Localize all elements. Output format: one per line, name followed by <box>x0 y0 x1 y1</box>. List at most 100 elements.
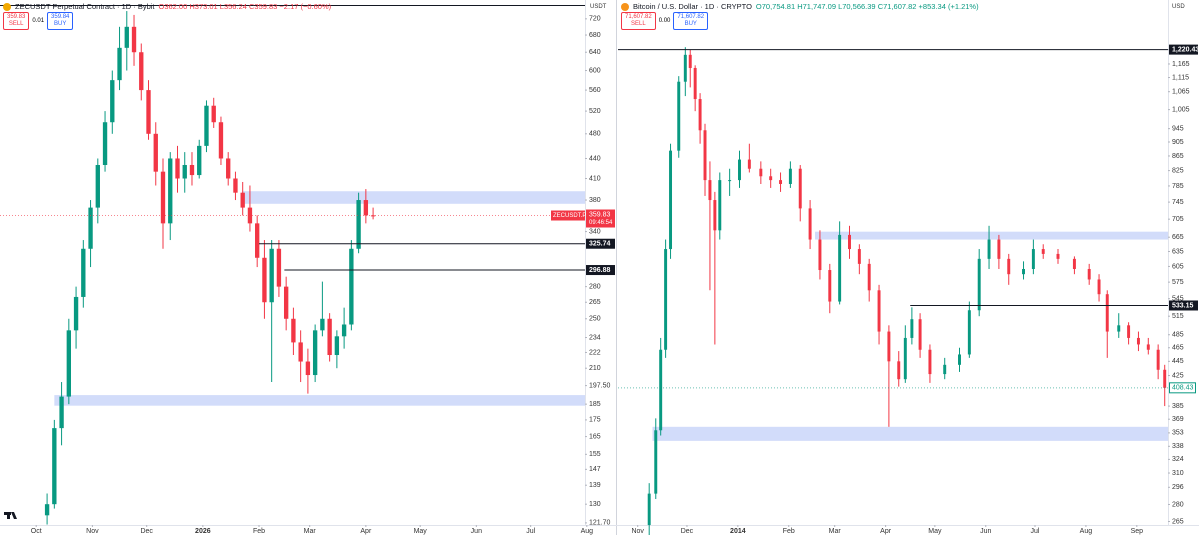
candle-body <box>312 330 318 376</box>
y-tick-label: 175 <box>589 417 601 424</box>
candle-body <box>59 396 64 429</box>
candle-body <box>788 168 792 184</box>
candle-body <box>1117 325 1121 332</box>
y-tick-label: 324 <box>1172 456 1184 463</box>
candle-body <box>269 248 274 303</box>
x-tick-label: 2014 <box>730 528 746 535</box>
candle-body <box>848 234 851 250</box>
candle-body <box>197 145 202 176</box>
candle-body <box>363 200 369 216</box>
y-tick-label: 635 <box>1172 248 1184 255</box>
candle-body <box>977 258 981 311</box>
candle-body <box>958 354 961 365</box>
y-tick-label: 280 <box>589 283 601 290</box>
symbol-icon <box>3 2 11 11</box>
candle-body <box>139 52 144 91</box>
x-tick-label: May <box>414 528 428 535</box>
y-tick-label: 785 <box>1172 183 1184 190</box>
candle-body <box>1031 249 1035 269</box>
countdown: 09:46:54 <box>589 220 613 226</box>
y-tick-label: 905 <box>1172 139 1184 146</box>
candle-body <box>226 158 231 179</box>
y-tick-label: 185 <box>589 401 601 408</box>
x-tick-label: Oct <box>31 528 42 535</box>
x-tick-label: Dec <box>140 528 153 535</box>
y-tick-label: 369 <box>1172 416 1184 423</box>
candle-body <box>1097 279 1101 295</box>
trade-boxes: 71,607.82 SELL 0.00 71,607.82 BUY <box>621 12 709 30</box>
x-tick-label: Apr <box>880 528 892 535</box>
y-tick-label: 265 <box>1172 518 1184 525</box>
candle-body <box>688 54 692 68</box>
symbol-title: Bitcoin / U.S. Dollar · 1D · CRYPTO <box>633 2 752 11</box>
candle-body <box>95 164 100 208</box>
candle-body <box>838 234 842 302</box>
candle-body <box>204 105 209 146</box>
y-tick-label: 545 <box>1172 296 1184 303</box>
y-tick-label: 130 <box>589 501 601 508</box>
candle-body <box>117 47 122 81</box>
zone <box>652 426 1168 441</box>
symbol-tag <box>551 210 585 221</box>
level-label-box <box>1169 300 1198 311</box>
candle-body <box>693 67 697 100</box>
candle-body <box>708 180 712 201</box>
y-tick-label: 520 <box>589 108 601 115</box>
zone <box>54 395 586 406</box>
sell-button[interactable]: 71,607.82 SELL <box>621 12 656 30</box>
candle-body <box>88 207 93 249</box>
candle-body <box>211 105 216 123</box>
y-tick-label: 745 <box>1172 199 1184 206</box>
candle-body <box>857 249 861 264</box>
level-label-box <box>1169 44 1198 55</box>
candle-body <box>1087 268 1091 280</box>
y-tick-label: 945 <box>1172 125 1184 132</box>
y-tick-label: 222 <box>589 349 601 356</box>
y-tick-label: 296 <box>1172 484 1184 491</box>
y-tick-label: 720 <box>589 16 601 23</box>
candle-body <box>168 158 173 224</box>
sell-button[interactable]: 359.83 SELL <box>3 12 30 30</box>
candle-body <box>647 493 651 525</box>
candle-body <box>255 223 260 258</box>
candle-body <box>1146 344 1150 350</box>
sell-label: SELL <box>8 21 24 27</box>
level-label-box <box>586 238 615 249</box>
y-tick-label: 465 <box>1172 345 1184 352</box>
candle-body <box>320 318 325 331</box>
y-tick-label: 440 <box>589 155 601 162</box>
x-tick-label: May <box>928 528 942 535</box>
x-tick-label: Jun <box>980 528 991 535</box>
y-tick-label: 665 <box>1172 234 1184 241</box>
candle-body <box>131 26 137 53</box>
y-tick-label: 147 <box>589 466 601 473</box>
candle-body <box>110 80 115 123</box>
x-tick-label: Aug <box>581 528 594 535</box>
y-tick-label: 385 <box>1172 403 1184 410</box>
sell-price: 359.83 <box>7 14 26 20</box>
candle-body <box>897 361 901 380</box>
candle-body <box>798 168 802 209</box>
candle-body <box>52 428 57 505</box>
x-tick-label: Jul <box>526 528 535 535</box>
y-tick-label: 425 <box>1172 372 1184 379</box>
y-tick-label: 1,115 <box>1172 74 1189 81</box>
candle-body <box>218 122 224 159</box>
x-tick-label: Mar <box>304 528 317 535</box>
x-tick-label: Nov <box>631 528 644 535</box>
candle-body <box>44 504 50 516</box>
candle-body <box>153 133 158 172</box>
last-price-label: 359.83 <box>589 211 611 218</box>
candle-body <box>1105 294 1109 332</box>
y-tick-label: 680 <box>589 32 601 39</box>
y-tick-label: 515 <box>1172 313 1184 320</box>
y-tick-label: 485 <box>1172 332 1184 339</box>
buy-button[interactable]: 359.84 BUY <box>47 12 74 30</box>
ohlc: O70,754.81 H71,747.09 L70,566.39 C71,607… <box>755 2 979 11</box>
candle-body <box>1163 369 1167 388</box>
buy-button[interactable]: 71,607.82 BUY <box>673 12 709 30</box>
tv-logo <box>4 512 17 519</box>
y-tick-label: 165 <box>589 433 601 440</box>
candle-body <box>370 215 376 217</box>
candle-body <box>233 178 238 193</box>
